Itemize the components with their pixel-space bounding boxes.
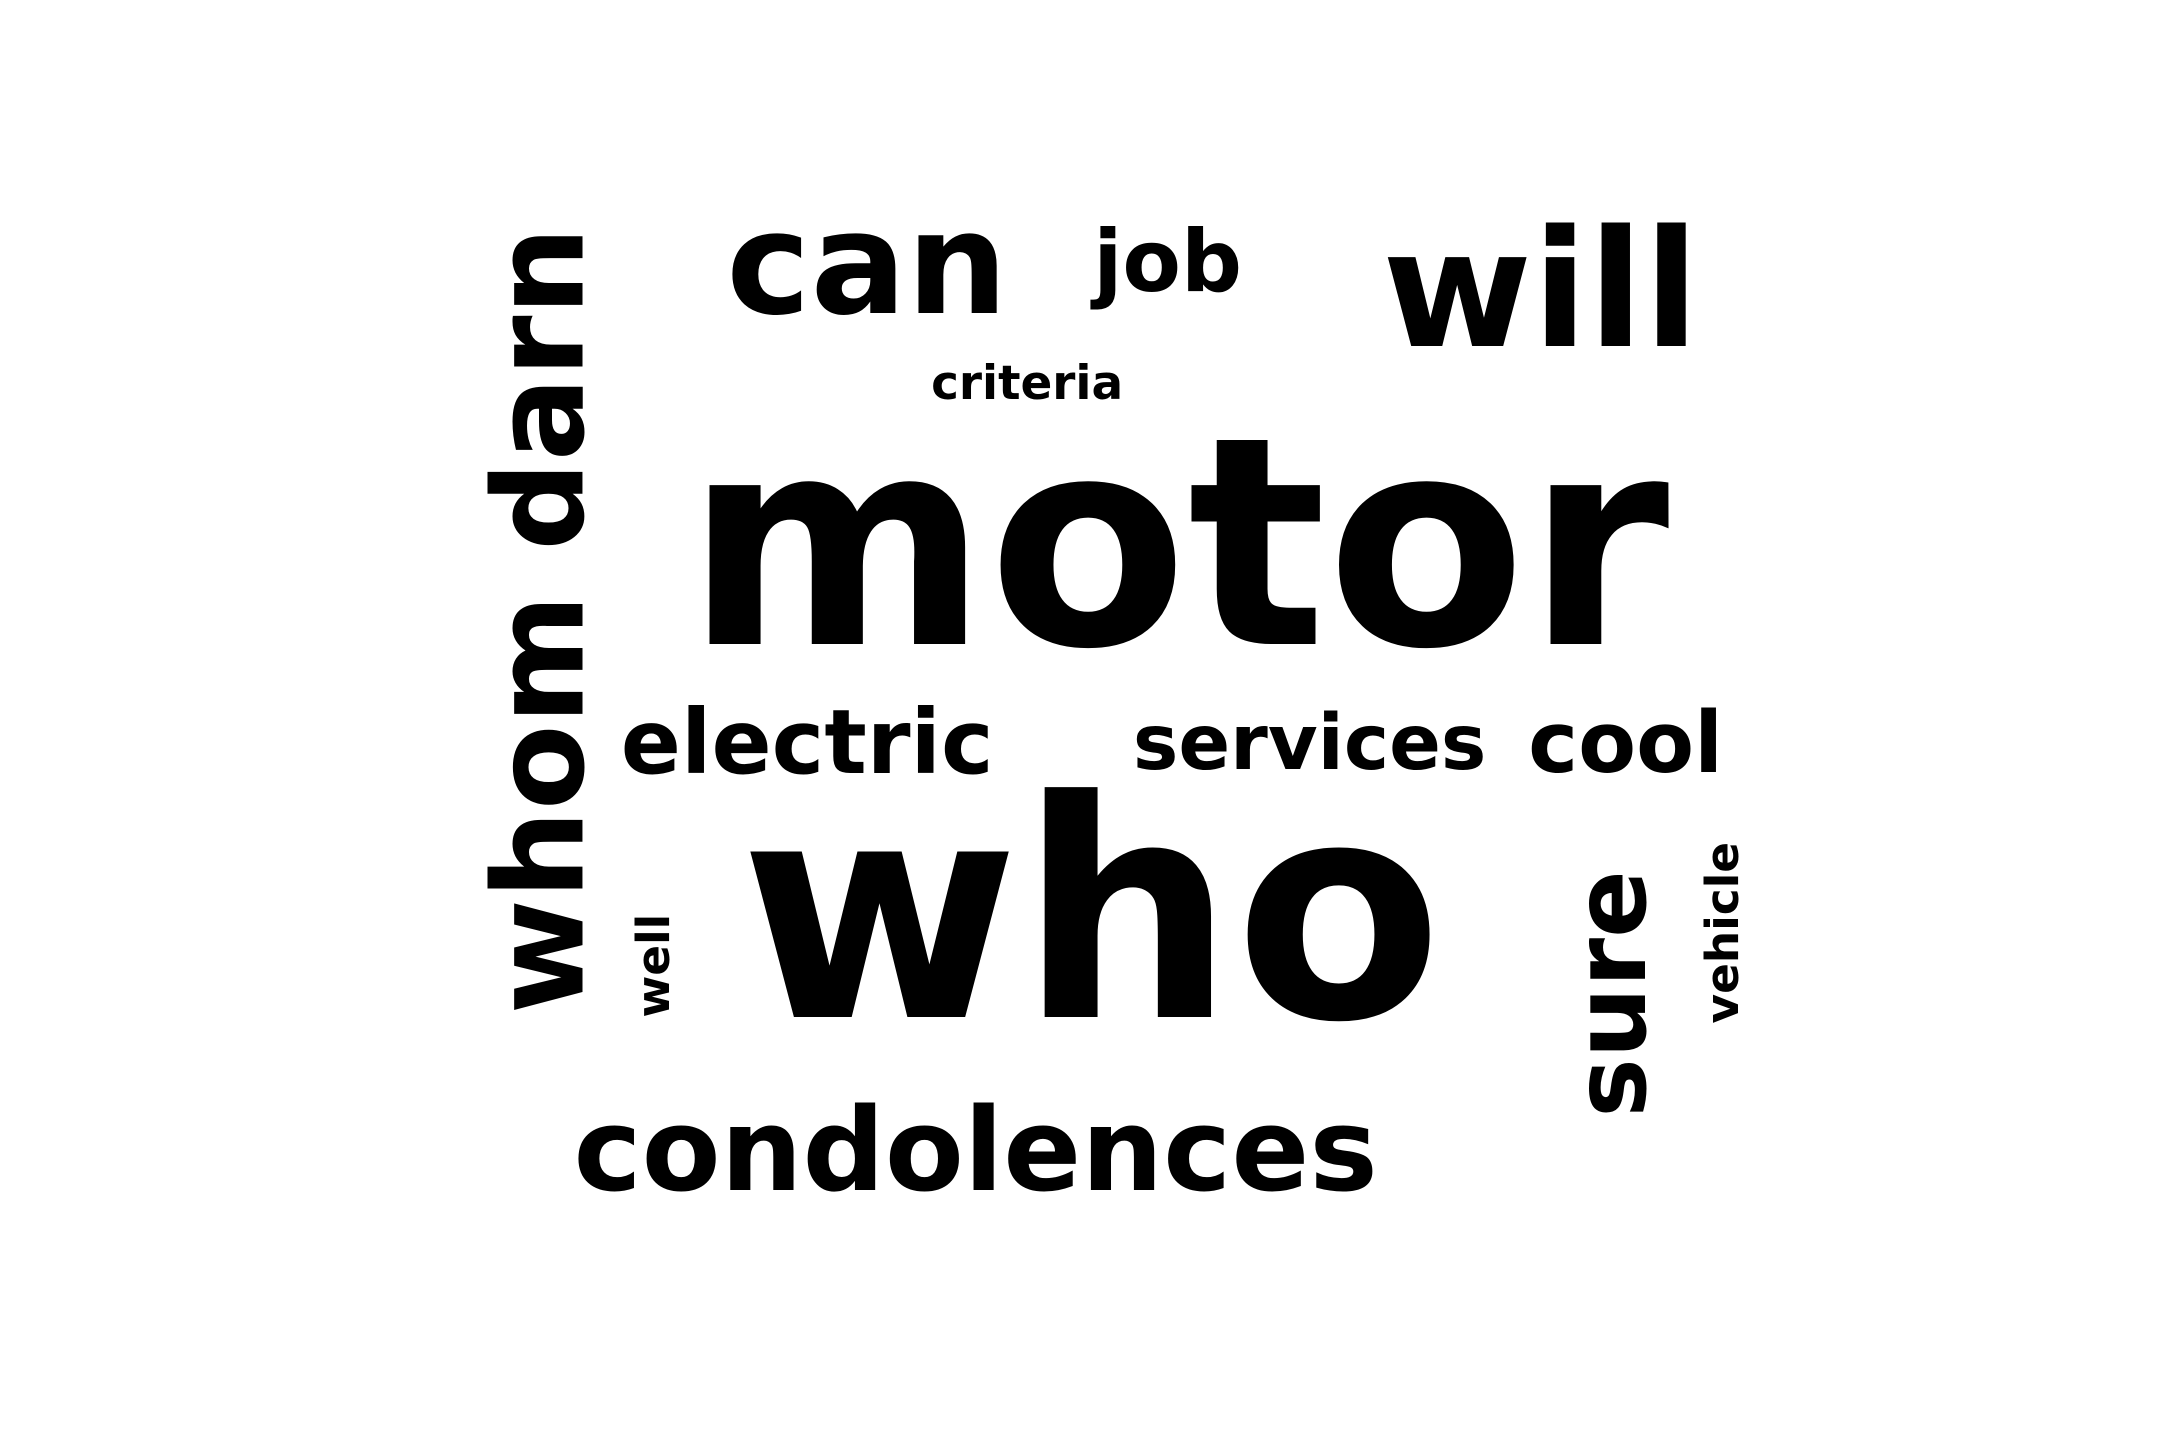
- word-vehicle: vehicle: [1696, 841, 1750, 1024]
- word-condolences: condolences: [573, 1083, 1378, 1218]
- word-sure: sure: [1551, 870, 1669, 1118]
- word-well: well: [627, 913, 681, 1018]
- word-job: job: [1093, 213, 1243, 313]
- word-services: services: [1132, 699, 1487, 789]
- word-who: who: [739, 736, 1443, 1089]
- word-whom-darn: whom darn: [467, 226, 613, 1015]
- word-will: will: [1382, 195, 1700, 385]
- word-electric: electric: [620, 690, 994, 794]
- word-can: can: [726, 181, 1008, 348]
- word-motor: motor: [685, 373, 1670, 713]
- word-criteria: criteria: [931, 355, 1124, 411]
- word-cool: cool: [1528, 694, 1723, 792]
